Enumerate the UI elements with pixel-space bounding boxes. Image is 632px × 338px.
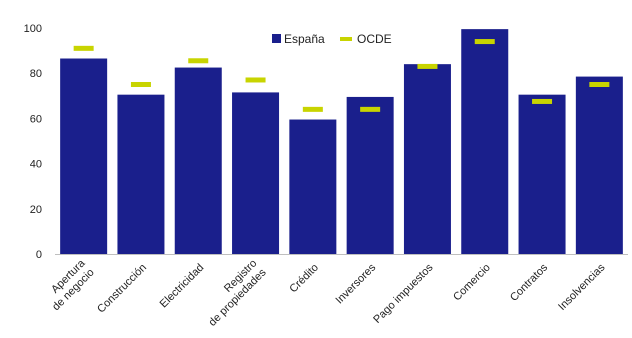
legend-swatch-espana (272, 34, 281, 43)
bars (60, 29, 623, 255)
marker-ocde (73, 45, 94, 51)
y-tick-label: 20 (30, 204, 42, 216)
y-tick-label: 100 (24, 23, 42, 35)
x-tick-label: Inversores (333, 261, 378, 306)
x-tick-label: Pago impuestos (371, 261, 436, 326)
marker-ocde (360, 106, 381, 112)
bar-espana (461, 29, 509, 254)
bar-espana (289, 119, 337, 254)
bar-espana (575, 76, 623, 254)
legend-swatch-ocde (340, 37, 352, 41)
y-tick-label: 60 (30, 113, 42, 125)
x-tick-label: Aperturade negocio (41, 257, 97, 313)
marker-ocde (188, 58, 209, 64)
x-tick-label: Crédito (287, 262, 321, 296)
x-tick-label: Registrode propiedades (197, 257, 269, 329)
bar-espana (403, 64, 451, 254)
y-tick-label: 0 (36, 249, 42, 261)
bar-espana (346, 96, 394, 255)
ocde-markers (73, 39, 610, 112)
marker-ocde (417, 63, 438, 69)
x-tick-label: Insolvencias (556, 261, 608, 313)
bar-espana (117, 94, 165, 254)
x-tick-label: Contratos (508, 261, 551, 304)
marker-ocde (302, 106, 323, 112)
bar-espana (174, 67, 222, 254)
marker-ocde (589, 82, 610, 87)
y-tick-label: 80 (30, 68, 42, 80)
marker-ocde (532, 98, 553, 104)
bar-espana (232, 92, 280, 254)
y-axis: 0 20 40 60 80 100 (24, 23, 42, 261)
legend-label-espana: España (284, 32, 325, 46)
bar-espana (60, 58, 108, 255)
x-tick-label: Comercio (451, 262, 493, 304)
legend-label-ocde: OCDE (357, 32, 392, 46)
y-tick-label: 40 (30, 159, 42, 171)
marker-ocde (130, 82, 151, 87)
bar-espana (518, 94, 566, 254)
marker-ocde (245, 77, 266, 83)
x-tick-label: Construcción (95, 262, 149, 316)
legend: España OCDE (272, 32, 392, 46)
x-tick-label: Electricidad (158, 262, 207, 311)
marker-ocde (474, 39, 495, 45)
